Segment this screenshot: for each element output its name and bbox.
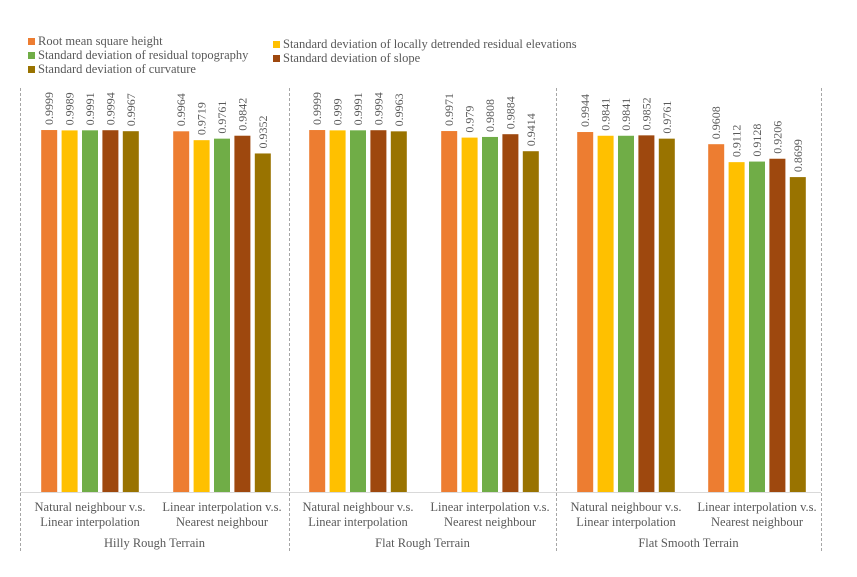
data-label: 0.9852 bbox=[639, 97, 653, 130]
legend-swatch bbox=[28, 52, 35, 59]
bar bbox=[254, 153, 271, 493]
data-label: 0.9994 bbox=[371, 92, 385, 125]
bar bbox=[102, 130, 119, 492]
legend-swatch bbox=[28, 66, 35, 73]
data-label: 0.9206 bbox=[770, 121, 784, 154]
legend-item-rms-height: Root mean square height bbox=[28, 34, 163, 49]
legend-label: Standard deviation of slope bbox=[283, 51, 421, 65]
data-label: 0.9761 bbox=[660, 101, 674, 134]
bar bbox=[502, 134, 519, 492]
data-label: 0.999 bbox=[331, 98, 345, 125]
legend-label: Standard deviation of locally detrended … bbox=[283, 37, 577, 51]
bar bbox=[441, 131, 458, 492]
bar bbox=[61, 130, 78, 492]
x-tick-label: Linear interpolation bbox=[308, 515, 408, 529]
x-tick-label: Linear interpolation v.s. bbox=[430, 500, 549, 514]
legend-label: Root mean square height bbox=[38, 34, 163, 48]
legend-item-residual-topography: Standard deviation of residual topograph… bbox=[28, 48, 248, 63]
x-tick-label: Natural neighbour v.s. bbox=[571, 500, 682, 514]
bar bbox=[329, 130, 346, 492]
data-label: 0.9841 bbox=[599, 98, 613, 131]
bar bbox=[122, 131, 139, 493]
legend-swatch bbox=[28, 38, 35, 45]
bar bbox=[390, 131, 407, 492]
bar bbox=[41, 130, 58, 492]
bar bbox=[214, 138, 230, 492]
data-label: 0.9991 bbox=[83, 92, 97, 125]
bar bbox=[173, 131, 190, 492]
bar bbox=[234, 135, 251, 492]
legend-item-detrended-elevations: Standard deviation of locally detrended … bbox=[273, 37, 577, 52]
x-tick-label: Natural neighbour v.s. bbox=[303, 500, 414, 514]
data-label: 0.979 bbox=[463, 106, 477, 133]
data-label: 0.9989 bbox=[63, 92, 77, 125]
x-tick-label: Linear interpolation v.s. bbox=[697, 500, 816, 514]
legend-label: Standard deviation of curvature bbox=[38, 62, 196, 76]
data-label: 0.9352 bbox=[256, 115, 270, 148]
x-tick-label: Nearest neighbour bbox=[711, 515, 804, 529]
data-label: 0.9808 bbox=[483, 99, 497, 132]
data-label: 0.9112 bbox=[730, 125, 744, 158]
data-label: 0.9967 bbox=[124, 93, 138, 126]
bar bbox=[728, 162, 745, 492]
data-label: 0.9944 bbox=[578, 94, 592, 127]
data-label: 0.9608 bbox=[709, 106, 723, 139]
bar bbox=[597, 135, 614, 492]
data-label: 0.9963 bbox=[392, 93, 406, 126]
bar bbox=[522, 151, 539, 492]
group-label: Hilly Rough Terrain bbox=[104, 536, 206, 550]
group-label: Flat Rough Terrain bbox=[375, 536, 470, 550]
data-label: 0.9128 bbox=[750, 124, 764, 157]
bar bbox=[193, 140, 210, 493]
data-label: 0.9971 bbox=[442, 93, 456, 126]
bar bbox=[708, 144, 725, 492]
data-label: 0.9841 bbox=[619, 98, 633, 131]
x-tick-label: Linear interpolation v.s. bbox=[162, 500, 281, 514]
data-label: 0.9842 bbox=[235, 98, 249, 131]
bar bbox=[370, 130, 387, 492]
bar bbox=[638, 135, 655, 492]
x-tick-label: Natural neighbour v.s. bbox=[35, 500, 146, 514]
data-label: 0.9884 bbox=[503, 96, 517, 129]
data-label: 0.9761 bbox=[215, 101, 229, 134]
bar bbox=[461, 137, 478, 493]
legend-swatch bbox=[273, 55, 280, 62]
bar bbox=[749, 161, 765, 492]
data-label: 0.8699 bbox=[791, 139, 805, 172]
data-label: 0.9999 bbox=[310, 92, 324, 125]
bar bbox=[789, 177, 806, 493]
data-label: 0.9719 bbox=[195, 102, 209, 135]
bar bbox=[309, 130, 326, 492]
data-label: 0.9999 bbox=[42, 92, 56, 125]
bar bbox=[658, 138, 675, 492]
group-label: Flat Smooth Terrain bbox=[638, 536, 739, 550]
bar bbox=[769, 158, 786, 492]
bar bbox=[482, 136, 498, 493]
legend-swatch bbox=[273, 41, 280, 48]
bar bbox=[618, 135, 634, 492]
x-tick-label: Linear interpolation bbox=[40, 515, 140, 529]
data-label: 0.9994 bbox=[103, 92, 117, 125]
legend-label: Standard deviation of residual topograph… bbox=[38, 48, 249, 62]
data-label: 0.9964 bbox=[174, 93, 188, 126]
bar bbox=[577, 132, 594, 492]
x-tick-label: Linear interpolation bbox=[576, 515, 676, 529]
legend-item-curvature: Standard deviation of curvature bbox=[28, 62, 196, 77]
data-label: 0.9991 bbox=[351, 92, 365, 125]
x-tick-label: Nearest neighbour bbox=[176, 515, 269, 529]
bar bbox=[350, 130, 366, 492]
data-label: 0.9414 bbox=[524, 113, 538, 146]
legend-item-slope: Standard deviation of slope bbox=[273, 51, 420, 66]
x-tick-label: Nearest neighbour bbox=[444, 515, 537, 529]
bar bbox=[82, 130, 98, 492]
